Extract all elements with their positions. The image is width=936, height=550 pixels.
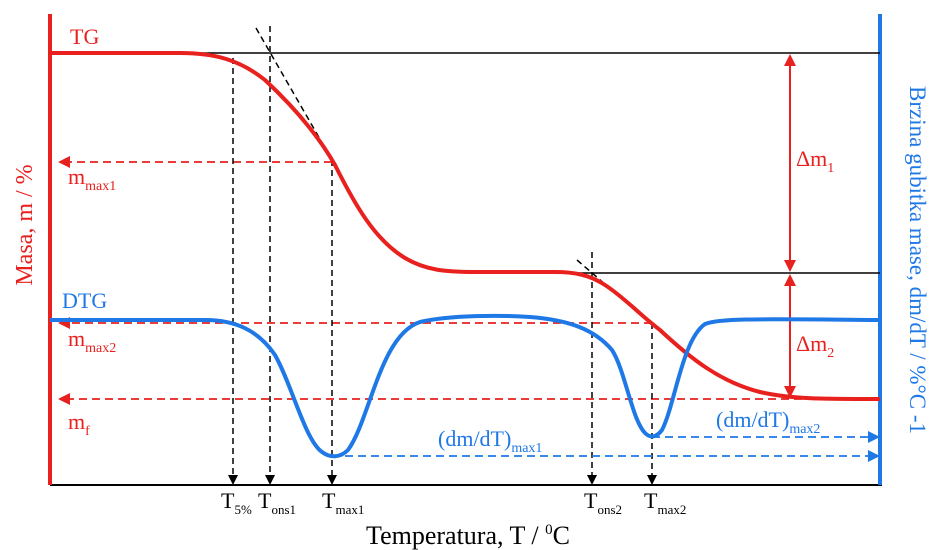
tmax2-label: Tmax2 (644, 488, 686, 517)
tmax1-label: Tmax1 (322, 488, 364, 517)
y-axis-right-title: Brzina gubitka mase, dm/dT / %°C -1 (905, 86, 930, 434)
x-axis-title: Temperatura, T / 0C (366, 521, 570, 550)
dmdt-max1-label: (dm/dT)max1 (438, 426, 542, 456)
mf-label: mf (68, 409, 90, 439)
tons2-label: Tons2 (584, 488, 622, 517)
dtg-label: DTG (62, 288, 107, 313)
tg-label: TG (70, 24, 99, 49)
tg-curve (50, 51, 881, 401)
t5-label: T5% (221, 488, 252, 517)
tangent-line-1 (255, 27, 333, 161)
dmdt-max2-label: (dm/dT)max2 (716, 407, 820, 437)
mmax1-label: mmax1 (68, 164, 116, 194)
dtg-curve (50, 313, 881, 459)
y-axis-left-title: Masa, m / % (12, 164, 38, 285)
dm2-label: Δm2 (796, 331, 834, 361)
dm1-label: Δm1 (796, 146, 834, 176)
mmax2-label: mmax2 (68, 326, 116, 356)
tons1-label: Tons1 (258, 488, 296, 517)
